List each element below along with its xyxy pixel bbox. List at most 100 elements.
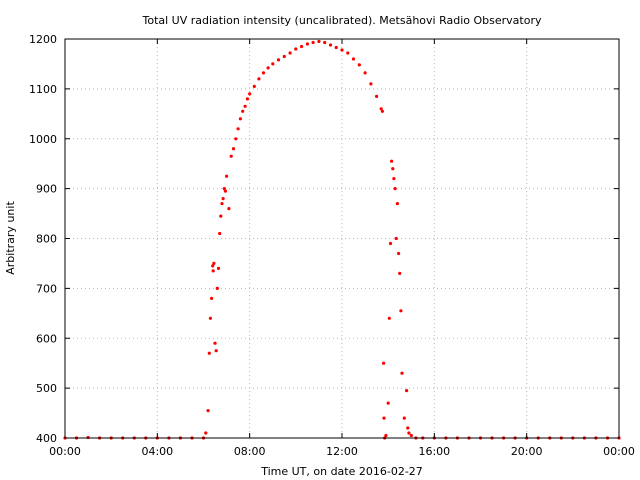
data-point — [245, 97, 249, 101]
data-point — [276, 58, 281, 62]
data-point — [271, 62, 275, 66]
data-point — [363, 71, 367, 75]
data-point — [236, 127, 240, 131]
data-point — [397, 251, 401, 256]
x-tick-label: 04:00 — [141, 445, 173, 458]
chart-title: Total UV radiation intensity (uncalibrat… — [142, 14, 542, 27]
x-axis-label: Time UT, on date 2016-02-27 — [260, 465, 423, 478]
data-point — [214, 349, 218, 353]
data-point — [219, 214, 223, 218]
data-point — [241, 109, 245, 113]
data-point — [406, 426, 410, 430]
data-point — [393, 187, 397, 191]
data-point — [379, 107, 383, 111]
data-point — [382, 416, 386, 420]
data-point — [398, 271, 402, 275]
data-point — [213, 341, 217, 345]
data-point — [234, 137, 238, 141]
data-point — [223, 189, 227, 193]
x-tick-label: 08:00 — [234, 445, 266, 458]
data-point — [257, 77, 261, 81]
data-point — [380, 109, 384, 113]
data-point — [211, 269, 215, 273]
data-point — [323, 40, 327, 45]
data-point — [208, 316, 212, 320]
data-point — [207, 351, 211, 355]
y-tick-label: 1100 — [29, 83, 57, 96]
y-axis-label: Arbitrary unit — [4, 201, 17, 275]
data-point — [399, 309, 403, 313]
data-point — [317, 39, 321, 44]
data-point — [243, 104, 247, 108]
data-point — [390, 159, 394, 163]
data-point — [402, 416, 406, 420]
data-point — [386, 401, 390, 405]
data-point — [266, 66, 270, 70]
data-point — [409, 433, 413, 438]
y-tick-labels: 400 500 600 700 800 900 1000 1100 1200 — [29, 33, 57, 445]
data-point — [369, 82, 373, 86]
data-point — [222, 187, 226, 191]
data-point — [231, 147, 236, 151]
data-point — [210, 296, 214, 300]
data-point — [221, 197, 225, 201]
data-point — [282, 54, 286, 59]
data-point — [288, 51, 292, 55]
y-tick-label: 1000 — [29, 133, 57, 146]
data-point — [212, 261, 216, 265]
data-point — [311, 40, 315, 45]
data-point — [225, 174, 229, 178]
y-tick-label: 1200 — [29, 33, 57, 46]
data-point — [387, 316, 391, 320]
y-tick-label: 700 — [36, 282, 57, 295]
y-tick-label: 900 — [36, 183, 57, 196]
points-layer — [63, 39, 621, 440]
data-point — [252, 84, 256, 88]
data-point — [391, 167, 395, 171]
data-point — [407, 431, 411, 435]
data-point — [400, 371, 404, 375]
data-point — [392, 177, 396, 181]
x-tick-label: 00:00 — [603, 445, 635, 458]
x-tick-label: 12:00 — [326, 445, 358, 458]
x-tick-label: 16:00 — [418, 445, 450, 458]
y-tick-label: 400 — [36, 432, 57, 445]
ticks-layer — [64, 38, 620, 439]
data-point — [294, 47, 298, 51]
data-point — [218, 231, 222, 236]
data-point — [382, 361, 386, 365]
data-point — [229, 154, 233, 158]
data-point — [351, 57, 356, 61]
data-point — [334, 45, 338, 50]
data-point — [357, 63, 361, 67]
y-tick-label: 800 — [36, 233, 57, 246]
x-tick-labels: 00:00 04:00 08:00 12:00 16:00 20:00 00:00 — [49, 445, 635, 458]
data-point — [384, 433, 388, 438]
data-point — [328, 43, 333, 47]
data-point — [204, 431, 208, 435]
data-point — [394, 236, 398, 241]
data-point — [395, 202, 399, 206]
data-point — [211, 264, 215, 268]
data-point — [375, 94, 379, 98]
y-tick-label: 500 — [36, 382, 57, 395]
data-point — [238, 117, 242, 121]
data-point — [227, 207, 231, 211]
data-point — [346, 51, 350, 55]
data-point — [261, 71, 266, 75]
data-point — [305, 42, 309, 46]
grid-layer — [65, 39, 619, 438]
data-point — [220, 202, 224, 206]
x-tick-label: 00:00 — [49, 445, 81, 458]
data-point — [206, 409, 210, 413]
y-tick-label: 600 — [36, 332, 57, 345]
data-point — [300, 44, 304, 49]
x-tick-label: 20:00 — [511, 445, 543, 458]
data-point — [216, 266, 221, 270]
data-point — [388, 241, 393, 246]
data-point — [248, 92, 252, 96]
data-point — [405, 389, 409, 393]
data-point — [215, 286, 219, 290]
